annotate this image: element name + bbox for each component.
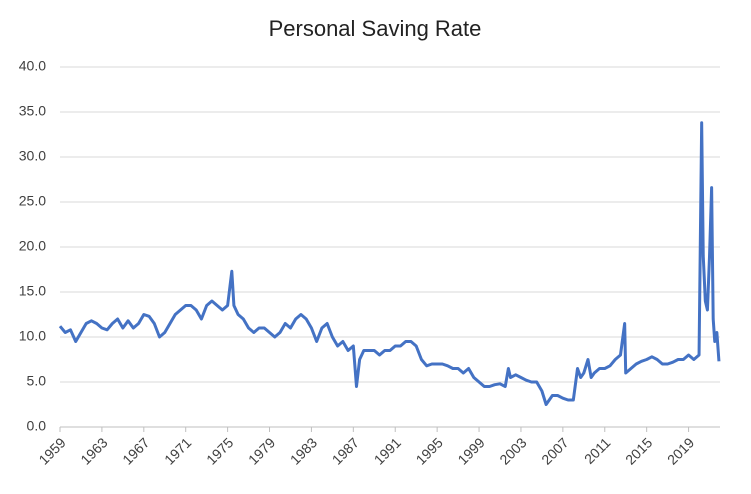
y-tick-label: 40.0 (19, 58, 46, 74)
y-tick-label: 35.0 (19, 103, 46, 119)
x-tick-label: 1979 (245, 434, 278, 467)
x-tick-label: 1963 (77, 434, 110, 467)
x-tick-label: 2007 (538, 434, 571, 467)
x-tick-label: 2019 (664, 434, 697, 467)
data-line (58, 121, 721, 406)
y-tick-label: 30.0 (19, 148, 46, 164)
y-tick-label: 25.0 (19, 193, 46, 209)
x-tick-label: 2015 (622, 434, 655, 467)
x-tick-label: 1999 (454, 434, 487, 467)
y-tick-label: 15.0 (19, 283, 46, 299)
x-tick-label: 2003 (496, 434, 529, 467)
x-tick-label: 1967 (119, 434, 152, 467)
x-tick-label: 1971 (161, 434, 194, 467)
y-tick-label: 20.0 (19, 238, 46, 254)
y-tick-label: 5.0 (27, 373, 47, 389)
x-tick-label: 1975 (203, 434, 236, 467)
x-tick-label: 1983 (287, 434, 320, 467)
x-tick-label: 1959 (35, 434, 68, 467)
chart-title: Personal Saving Rate (269, 16, 482, 41)
y-tick-label: 0.0 (27, 418, 47, 434)
y-tick-label: 10.0 (19, 328, 46, 344)
x-tick-label: 1991 (371, 434, 404, 467)
x-tick-label: 1987 (329, 434, 362, 467)
x-tick-label: 1995 (413, 434, 446, 467)
x-tick-label: 2011 (581, 434, 614, 467)
